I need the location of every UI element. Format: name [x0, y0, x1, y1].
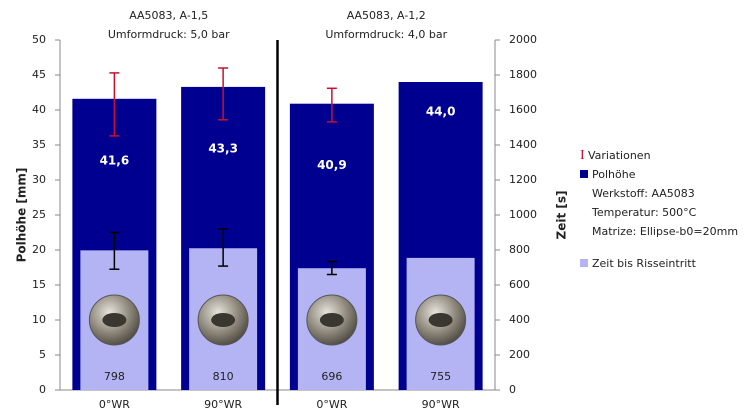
error-bar [326, 260, 337, 276]
group-title: Umformdruck: 5,0 bar [108, 28, 230, 41]
legend-swatch [580, 259, 588, 267]
y2-tick-label: 1000 [509, 208, 537, 221]
y-tick-label: 25 [32, 208, 46, 221]
value-label: 755 [430, 370, 451, 383]
value-label: 43,3 [208, 141, 238, 155]
specimen-dent [428, 313, 453, 327]
y-tick-label: 0 [39, 383, 46, 396]
legend-label: Variationen [588, 149, 651, 162]
value-label: 44,0 [426, 105, 456, 119]
specimen-dent [211, 313, 236, 327]
y-tick-label: 35 [32, 138, 46, 151]
y2-axis-label: Zeit [s] [555, 191, 569, 240]
y2-tick-label: 400 [509, 313, 530, 326]
y2-tick-label: 200 [509, 348, 530, 361]
y2-tick-label: 1800 [509, 68, 537, 81]
y2-tick-label: 1600 [509, 103, 537, 116]
value-label: 40,9 [317, 158, 347, 172]
y-tick-label: 5 [39, 348, 46, 361]
y2-tick-label: 0 [509, 383, 516, 396]
value-label: 810 [213, 370, 234, 383]
legend-error-icon: I [580, 148, 585, 163]
specimen-dent [102, 313, 127, 327]
y2-tick-label: 600 [509, 278, 530, 291]
value-label: 41,6 [100, 153, 130, 167]
error-bar [218, 67, 229, 121]
y-tick-label: 40 [32, 103, 46, 116]
error-bar [218, 228, 229, 267]
y-tick-label: 20 [32, 243, 46, 256]
x-tick-label: 90°WR [204, 398, 242, 411]
legend-label: Zeit bis Risseintritt [592, 257, 697, 270]
y-axis-label: Polhöhe [mm] [15, 168, 29, 263]
legend-swatch [580, 170, 588, 178]
specimen-dent [319, 313, 344, 327]
group-title: AA5083, A-1,2 [347, 9, 426, 22]
y-tick-label: 30 [32, 173, 46, 186]
y-tick-label: 15 [32, 278, 46, 291]
x-tick-label: 0°WR [316, 398, 347, 411]
x-tick-label: 90°WR [422, 398, 460, 411]
y2-tick-label: 2000 [509, 33, 537, 46]
y2-tick-label: 1200 [509, 173, 537, 186]
y-tick-label: 45 [32, 68, 46, 81]
legend-note: Werkstoff: AA5083 [592, 187, 695, 200]
y2-tick-label: 800 [509, 243, 530, 256]
value-label: 696 [321, 370, 342, 383]
x-tick-label: 0°WR [99, 398, 130, 411]
y2-tick-label: 1400 [509, 138, 537, 151]
error-bar [109, 231, 120, 270]
error-bar [109, 72, 120, 137]
y-tick-label: 10 [32, 313, 46, 326]
legend-note: Temperatur: 500°C [591, 206, 697, 219]
error-bar [326, 87, 337, 123]
legend-label: Polhöhe [592, 168, 636, 181]
legend-note: Matrize: Ellipse-b0=20mm [592, 225, 738, 238]
y-tick-label: 50 [32, 33, 46, 46]
value-label: 798 [104, 370, 125, 383]
group-title: AA5083, A-1,5 [129, 9, 208, 22]
group-title: Umformdruck: 4,0 bar [325, 28, 447, 41]
